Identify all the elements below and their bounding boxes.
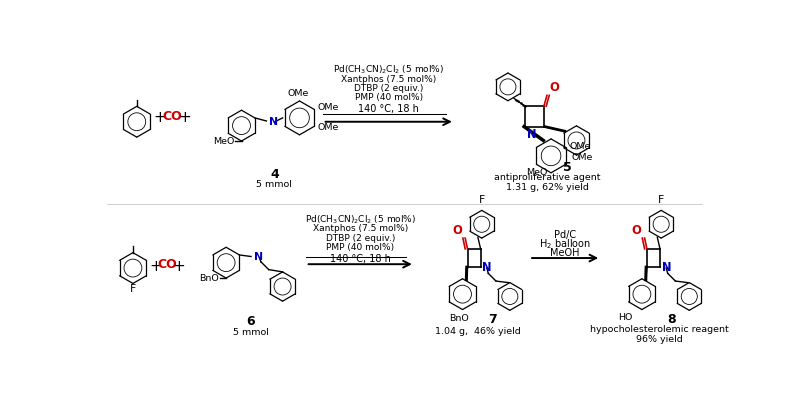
Text: +: +	[173, 259, 185, 274]
Text: 4: 4	[270, 168, 279, 181]
Text: Pd/C: Pd/C	[554, 230, 576, 240]
Text: DTBP (2 equiv.): DTBP (2 equiv.)	[326, 234, 395, 243]
Text: hypocholesterolemic reagent: hypocholesterolemic reagent	[590, 325, 729, 334]
Text: DTBP (2 equiv.): DTBP (2 equiv.)	[354, 84, 424, 93]
Text: O: O	[452, 224, 462, 237]
Text: Xantphos (7.5 mol%): Xantphos (7.5 mol%)	[341, 75, 436, 84]
Text: CO: CO	[158, 258, 178, 271]
Text: 7: 7	[488, 313, 496, 326]
Text: O: O	[632, 224, 641, 237]
Text: OMe: OMe	[317, 124, 338, 132]
Text: OMe: OMe	[570, 142, 591, 151]
Text: 5 mmol: 5 mmol	[233, 328, 268, 337]
Text: BnO: BnO	[450, 314, 469, 323]
Text: OMe: OMe	[317, 103, 338, 113]
Text: +: +	[150, 259, 163, 274]
Text: H$_2$ balloon: H$_2$ balloon	[539, 237, 591, 251]
Text: F: F	[479, 195, 485, 205]
Text: 140 °C, 18 h: 140 °C, 18 h	[330, 254, 391, 264]
Text: N: N	[254, 252, 264, 262]
Text: MeO: MeO	[213, 136, 234, 145]
Text: MeOH: MeOH	[551, 248, 580, 258]
Text: Pd(CH$_3$CN)$_2$Cl$_2$ (5 mol%): Pd(CH$_3$CN)$_2$Cl$_2$ (5 mol%)	[333, 64, 444, 77]
Text: 1.31 g, 62% yield: 1.31 g, 62% yield	[506, 183, 589, 192]
Text: Pd(CH$_3$CN)$_2$Cl$_2$ (5 mol%): Pd(CH$_3$CN)$_2$Cl$_2$ (5 mol%)	[305, 213, 416, 226]
Text: PMP (40 mol%): PMP (40 mol%)	[354, 94, 423, 102]
Text: PMP (40 mol%): PMP (40 mol%)	[326, 243, 394, 252]
Text: OMe: OMe	[571, 153, 593, 162]
Text: OMe: OMe	[287, 89, 308, 98]
Text: N: N	[527, 128, 537, 141]
Text: O: O	[549, 81, 559, 94]
Text: 6: 6	[246, 315, 255, 328]
Text: F: F	[658, 195, 664, 205]
Text: MeO: MeO	[525, 168, 548, 177]
Text: F: F	[130, 284, 136, 294]
Text: 5 mmol: 5 mmol	[256, 180, 292, 190]
Text: HO: HO	[619, 313, 633, 322]
Text: +: +	[178, 111, 191, 126]
Text: antiproliferative agent: antiproliferative agent	[494, 173, 600, 183]
Text: 5: 5	[563, 162, 571, 175]
Text: 96% yield: 96% yield	[636, 335, 683, 344]
Text: N: N	[482, 261, 492, 274]
Text: +: +	[154, 111, 166, 126]
Text: CO: CO	[163, 110, 182, 123]
Text: N: N	[270, 117, 279, 127]
Text: N: N	[661, 261, 671, 274]
Text: 140 °C, 18 h: 140 °C, 18 h	[358, 104, 419, 115]
Text: 1.04 g,  46% yield: 1.04 g, 46% yield	[435, 327, 521, 336]
Text: Xantphos (7.5 mol%): Xantphos (7.5 mol%)	[312, 224, 408, 233]
Text: BnO: BnO	[200, 273, 219, 283]
Text: 8: 8	[667, 313, 676, 326]
